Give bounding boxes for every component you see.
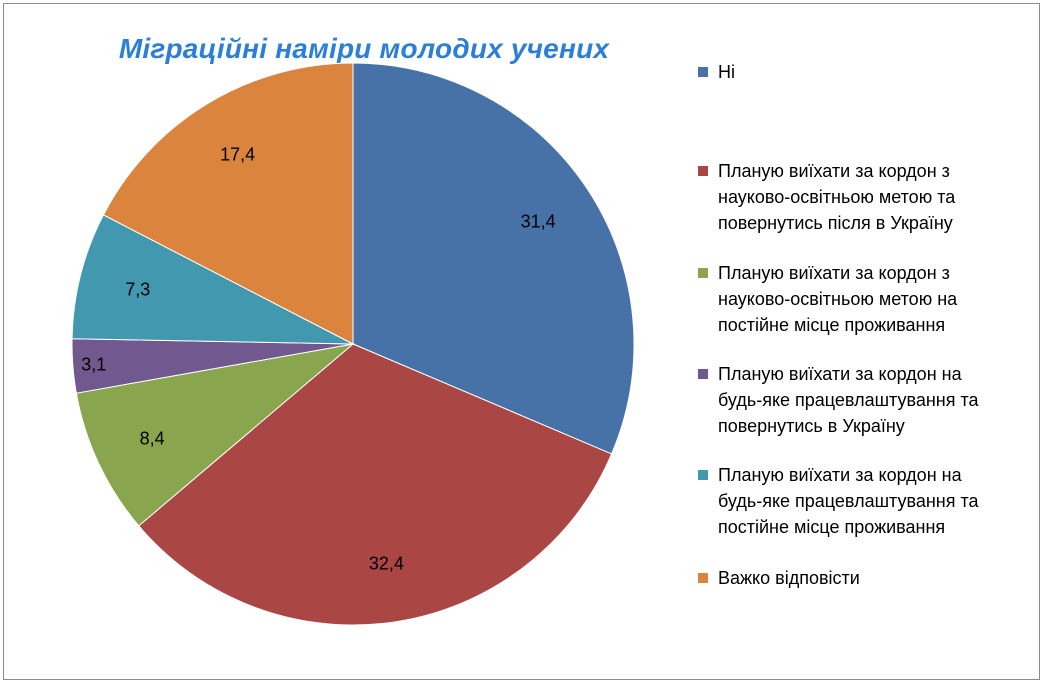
- legend-label: Важко відповісти: [718, 568, 860, 588]
- legend-swatch: [698, 573, 708, 583]
- legend-label: Ні: [718, 62, 735, 82]
- legend-swatch: [698, 470, 708, 480]
- chart-frame: Міграційні наміри молодих учених 31,4 32,…: [3, 3, 1040, 680]
- legend-swatch: [698, 268, 708, 278]
- legend-label: Планую виїхати за кордон з науково-освітн…: [718, 263, 958, 335]
- legend-swatch: [698, 369, 708, 379]
- pie-slice-6: [102, 62, 354, 345]
- data-label-1: 31,4: [521, 212, 556, 232]
- legend-swatch: [698, 67, 708, 77]
- pie-slice-3: [75, 343, 355, 527]
- data-label-3: 8,4: [140, 429, 165, 449]
- data-label-6: 17,4: [220, 144, 255, 164]
- pie-slice-5: [71, 214, 354, 345]
- chart-title: Міграційні наміри молодих учених: [118, 33, 610, 64]
- data-label-2: 32,4: [369, 553, 404, 573]
- legend-label: Планую виїхати за кордон на будь-яке прац…: [718, 465, 979, 537]
- pie-slice-1: [352, 62, 635, 455]
- legend-label: Планую виїхати за кордон з науково-освітн…: [718, 161, 956, 233]
- pie-slice-2: [138, 343, 613, 626]
- pie-chart: 31,4 32,4 8,4 3,1 7,3 17,4: [71, 62, 635, 626]
- data-label-4: 3,1: [81, 354, 106, 374]
- legend-swatch: [698, 166, 708, 176]
- data-label-5: 7,3: [125, 279, 150, 299]
- legend-label: Планую виїхати за кордон на будь-яке прац…: [718, 364, 979, 436]
